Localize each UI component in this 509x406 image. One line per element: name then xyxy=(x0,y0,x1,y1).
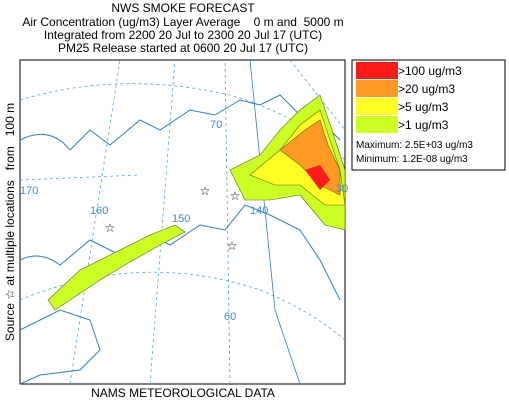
map-label: 70 xyxy=(210,119,222,131)
map-label: 30 xyxy=(336,183,348,195)
source-star: ☆ xyxy=(230,189,241,203)
legend-swatch xyxy=(356,62,398,79)
plume xyxy=(47,224,186,311)
legend-label: >20 ug/m3 xyxy=(398,82,455,96)
map-label: 170 xyxy=(20,185,38,197)
legend-label: >100 ug/m3 xyxy=(398,64,462,78)
subtitle: Integrated from 2200 20 Jul to 2300 20 J… xyxy=(44,28,322,42)
source-star: ☆ xyxy=(227,239,238,253)
plume xyxy=(305,165,330,190)
source-star: ☆ xyxy=(200,184,211,198)
legend-swatch xyxy=(356,98,398,115)
map-label: 160 xyxy=(90,205,108,217)
map-frame xyxy=(19,59,346,385)
subtitle: Air Concentration (ug/m3) Layer Average … xyxy=(22,15,343,29)
legend-maximum: Maximum: 2.5E+03 ug/m3 xyxy=(356,140,473,151)
legend-swatch xyxy=(356,80,398,97)
graticule xyxy=(19,59,346,385)
map-label: 140 xyxy=(250,205,268,217)
map-label: 60 xyxy=(224,311,236,323)
map: ☆ ☆ ☆ ☆ 70 170 160 150 140 30 60 xyxy=(19,59,348,385)
legend-label: >1 ug/m3 xyxy=(398,118,449,132)
subtitle: PM25 Release started at 0600 20 Jul 17 (… xyxy=(58,41,308,55)
legend-swatch xyxy=(356,116,398,133)
legend-label: >5 ug/m3 xyxy=(398,100,449,114)
legend-minimum: Minimum: 1.2E-08 ug/m3 xyxy=(356,154,468,165)
source-star: ☆ xyxy=(105,221,116,235)
footer: NAMS METEOROLOGICAL DATA xyxy=(91,386,275,400)
side-label: Source ☆ at multiple locations from 100 … xyxy=(3,103,17,341)
map-label: 150 xyxy=(172,213,190,225)
title: NWS SMOKE FORECAST xyxy=(111,1,255,15)
legend: Maximum: 2.5E+03 ug/m3 Minimum: 1.2E-08 … xyxy=(351,59,506,171)
